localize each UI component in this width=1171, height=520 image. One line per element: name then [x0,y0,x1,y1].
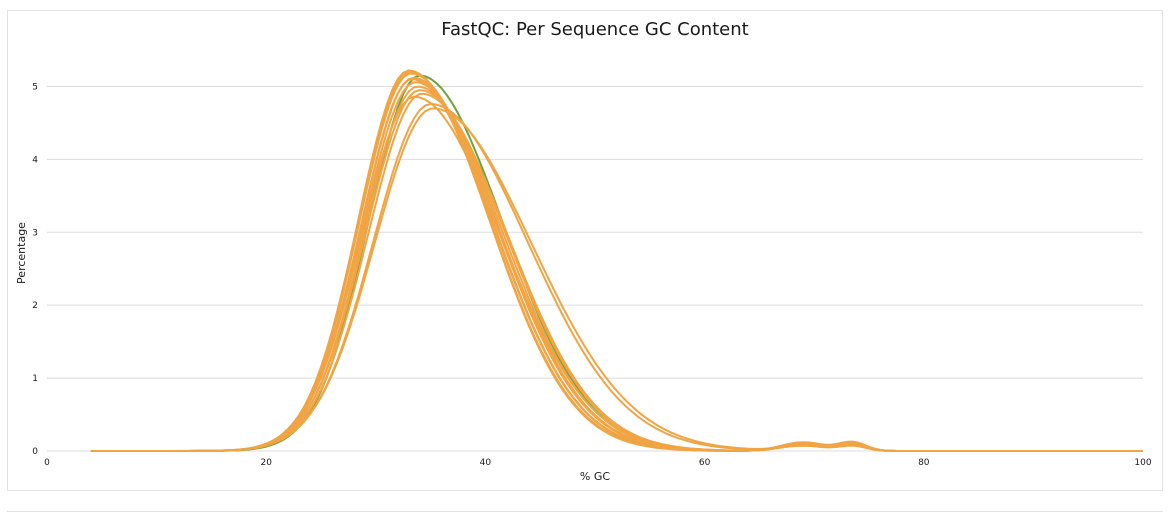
x-tick-label: 20 [260,458,272,468]
y-tick-labels: 0 1 2 3 4 5 [32,82,38,457]
y-tick-label: 1 [32,374,38,384]
y-tick-label: 5 [32,82,38,92]
divider [7,511,1163,512]
chart-title: FastQC: Per Sequence GC Content [441,19,748,40]
series-line[interactable] [90,72,1143,452]
y-tick-label: 0 [32,447,38,457]
series-line[interactable] [90,74,1143,452]
series-line[interactable] [90,107,1143,452]
y-tick-label: 2 [32,301,38,311]
x-tick-label: 80 [918,458,930,468]
x-tick-label: 0 [44,458,50,468]
series-lines [90,69,1143,452]
x-tick-label: 100 [1134,458,1151,468]
series-line[interactable] [90,71,1143,452]
y-tick-label: 3 [32,228,38,238]
x-tick-label: 40 [480,458,492,468]
x-axis-label: % GC [580,470,610,483]
x-tick-label: 60 [699,458,711,468]
series-line[interactable] [90,69,1143,452]
series-line[interactable] [90,78,1143,452]
x-tick-labels: 0 20 40 60 80 100 [44,458,1152,468]
series-line[interactable] [90,76,1143,452]
y-tick-label: 4 [32,155,38,165]
series-line[interactable] [90,81,1143,452]
series-line[interactable] [90,103,1143,452]
grid-lines [47,85,1143,452]
y-axis-label: Percentage [15,222,28,284]
